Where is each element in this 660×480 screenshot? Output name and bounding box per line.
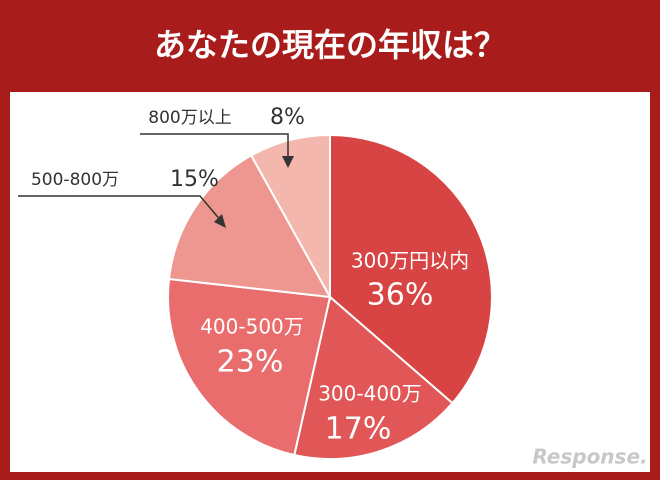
leader-line: [18, 195, 223, 223]
leader-arrow: [214, 214, 226, 228]
slice-value: 17%: [325, 412, 392, 447]
slice-category: 300-400万: [318, 382, 422, 406]
pie-slice: [167, 277, 332, 457]
leader-arrow: [282, 156, 294, 168]
slice-category: 500-800万: [31, 170, 119, 190]
chart-title: あなたの現在の年収は？: [154, 26, 506, 64]
slice-category: 800万以上: [148, 108, 231, 128]
slice-category: 300万円以内: [351, 249, 469, 273]
pie-slice: [293, 295, 454, 460]
watermark: Response.: [532, 445, 647, 469]
pie-slice: [167, 154, 332, 299]
slice-value: 8%: [270, 105, 305, 130]
slice-value: 15%: [170, 167, 219, 192]
slice-value: 36%: [367, 278, 434, 313]
pie: [167, 133, 493, 460]
slice-category: 400-500万: [200, 315, 304, 339]
labels: 300万円以内 36% 300-400万 17% 400-500万 23% 500-800万…: [18, 105, 469, 447]
pie-slice: [329, 133, 493, 405]
slice-value: 23%: [217, 345, 284, 380]
pie-slice: [249, 133, 331, 301]
leader-line: [140, 133, 289, 160]
